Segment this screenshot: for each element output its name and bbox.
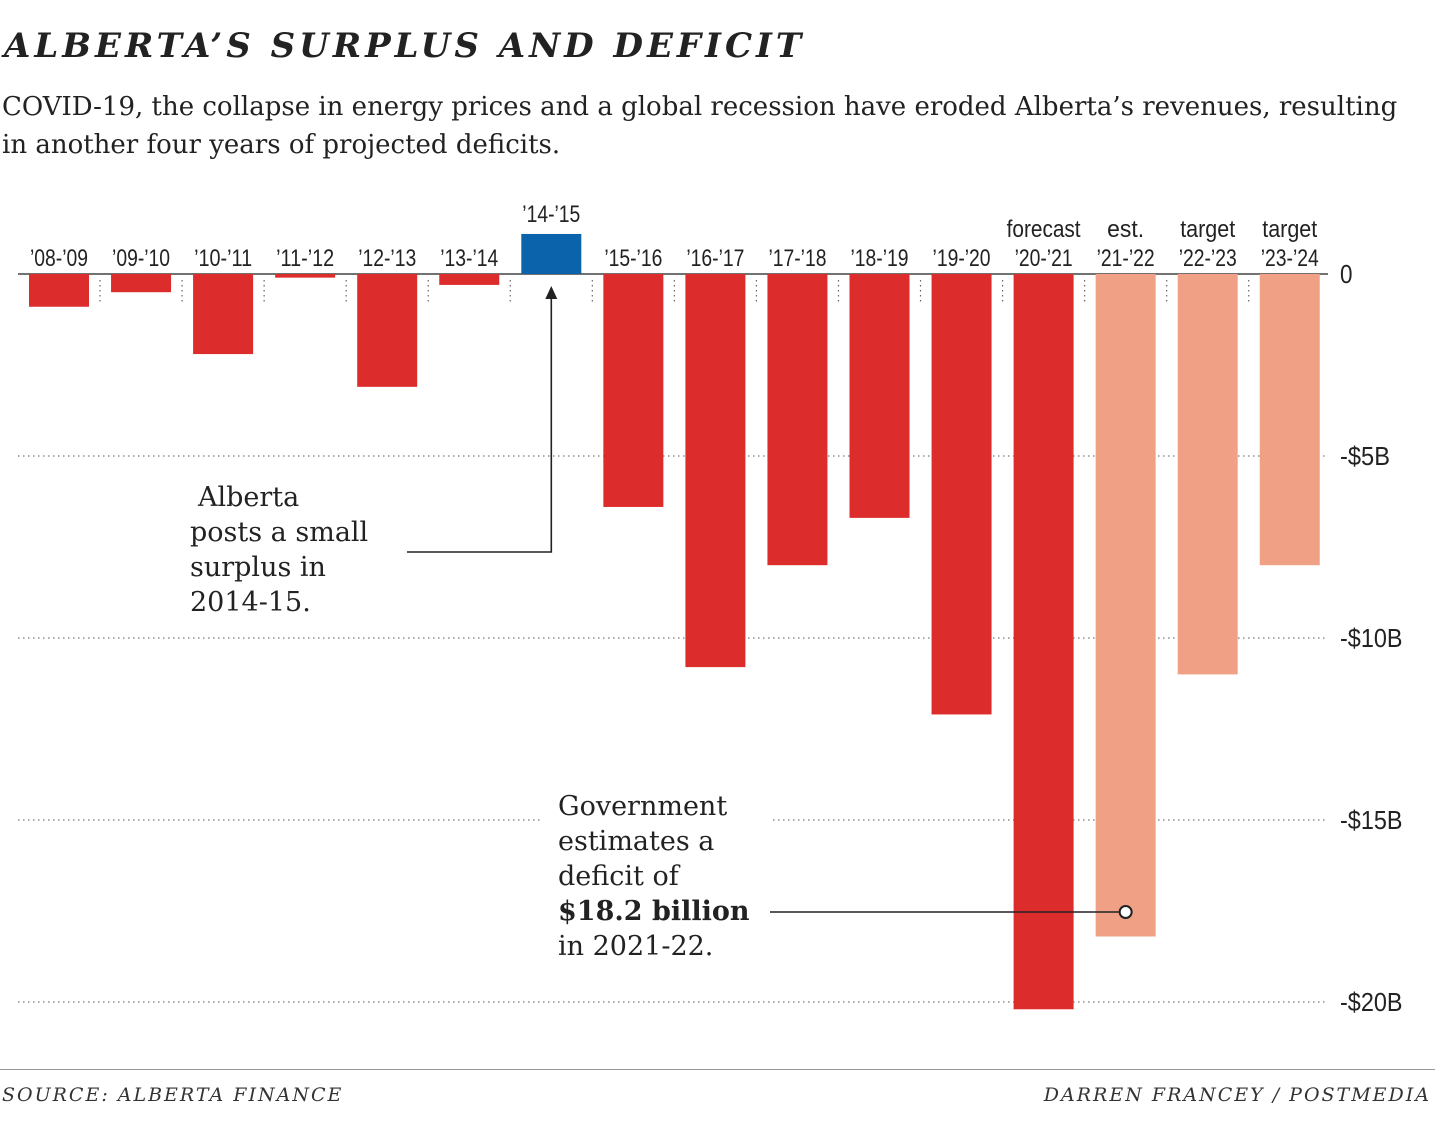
bar-chart: ’08-’09 ’09-’10 ’10-’11 ’11-’12 ’12-’13 ’13-’… [18, 201, 1403, 1017]
bar [1013, 274, 1074, 1010]
category-label: ’08-’09 [30, 245, 88, 272]
category-prefix-label: est. [1107, 216, 1144, 243]
category-label: ’09-’10 [112, 245, 170, 272]
bar [193, 274, 254, 355]
bars [29, 233, 1320, 1010]
y-tick-label: 0 [1340, 259, 1353, 289]
bar [29, 274, 89, 307]
source-credit: SOURCE: ALBERTA FINANCE [2, 1084, 344, 1106]
category-prefix-label: forecast [1007, 216, 1081, 243]
category-label: ’12-’13 [358, 245, 416, 272]
deficit-annotation-line: deficit of [558, 861, 681, 892]
category-label: ’17-’18 [768, 245, 826, 272]
category-label: ’13-’14 [440, 245, 498, 272]
bar [1177, 274, 1238, 675]
bar [521, 233, 582, 274]
surplus-leader-line [407, 298, 553, 553]
bar-separators [99, 280, 1250, 304]
arrowhead-icon [545, 286, 558, 299]
category-labels: ’08-’09 ’09-’10 ’10-’11 ’11-’12 ’12-’13 ’13-’… [30, 201, 1319, 272]
deficit-annotation-line: estimates a [558, 826, 714, 857]
y-tick-label: -$20B [1340, 987, 1403, 1017]
surplus-annotation-line: posts a small [190, 517, 368, 548]
category-label: ’16-’17 [686, 245, 744, 272]
bar [603, 274, 664, 507]
y-tick-label: -$10B [1340, 623, 1403, 653]
surplus-annotation-line: Alberta [197, 482, 299, 513]
category-label: ’14-’15 [522, 201, 580, 228]
bar [275, 274, 336, 278]
bar [1095, 274, 1156, 937]
bar [357, 274, 418, 387]
category-prefix-label: target [1180, 216, 1235, 243]
bar [767, 274, 828, 566]
category-label: ’10-’11 [194, 245, 252, 272]
category-label: ’20-’21 [1015, 245, 1073, 272]
bar [111, 274, 172, 293]
y-tick-label: -$15B [1340, 805, 1403, 835]
deficit-annotation-end: in 2021-22. [558, 931, 713, 962]
y-tick-label: -$5B [1340, 441, 1390, 471]
category-label: ’15-’16 [604, 245, 662, 272]
category-label: ’11-’12 [276, 245, 334, 272]
bar [931, 274, 992, 715]
author-credit: DARREN FRANCEY / POSTMEDIA [1043, 1084, 1431, 1106]
surplus-annotation-line: surplus in [190, 552, 326, 583]
deficit-annotation-amount: $18.2 billion [558, 896, 750, 927]
bar [849, 274, 910, 518]
annotations: Alberta posts a small surplus in 2014-15. Go… [190, 286, 1133, 962]
deficit-annotation-line: Government [558, 791, 727, 822]
leader-dot-icon [1118, 905, 1133, 919]
category-label: ’18-’19 [851, 245, 909, 272]
category-prefix-label: target [1262, 216, 1317, 243]
category-label: ’23-’24 [1261, 245, 1319, 272]
annotation-backdrop [540, 788, 772, 960]
bar [1259, 274, 1320, 566]
bar [439, 274, 500, 285]
category-label: ’21-’22 [1097, 245, 1155, 272]
category-label: ’19-’20 [933, 245, 991, 272]
category-label: ’22-’23 [1179, 245, 1237, 272]
chart-title: ALBERTA’S SURPLUS AND DEFICIT [4, 26, 806, 66]
bar [685, 274, 746, 668]
surplus-annotation-line: 2014-15. [190, 587, 311, 618]
chart-subtitle: COVID-19, the collapse in energy prices … [2, 92, 1398, 160]
y-axis-ticks: 0 -$5B -$10B -$15B -$20B [1340, 259, 1403, 1017]
footer-divider [0, 1069, 1435, 1070]
